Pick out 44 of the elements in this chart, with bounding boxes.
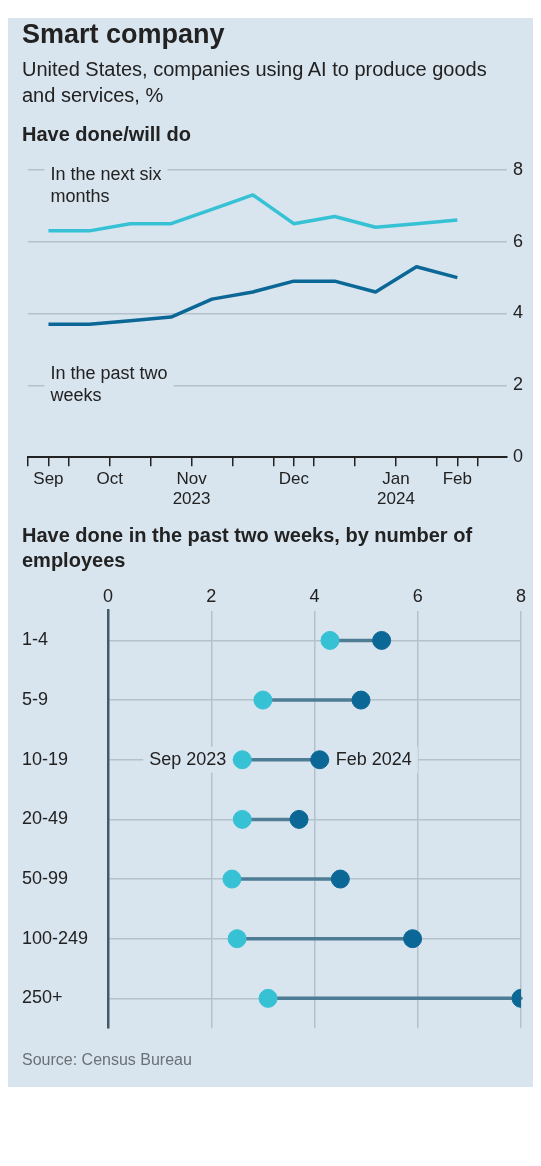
y-tick-label: 5-9 [22,688,49,709]
point [289,809,309,829]
point [351,690,371,710]
source-note: Source: Census Bureau [22,1050,193,1069]
point [232,749,252,769]
chart-title: Have done in the past two weeks, by number of employees [22,522,474,573]
y-tick-label: 250+ [22,987,63,1008]
point [330,869,350,889]
y-tick-label: 6 [512,230,523,251]
point [222,869,242,889]
text: In the past two weeks [49,363,168,405]
y-tick-label: 2 [512,374,523,395]
text: United States, companies using AI to produce goods and services, % [22,56,488,108]
point [320,630,340,650]
point [253,690,273,710]
x-tick-label: Dec [278,468,310,488]
x-tick-label: 2 [206,585,217,606]
text: Smart company [22,18,226,51]
y-tick-label: 0 [512,445,523,466]
point [258,988,278,1008]
series-label: Sep 2023 [149,748,227,769]
y-tick-label: 100-249 [22,927,89,948]
x-tick-label: Nov 2023 [172,468,211,509]
x-tick-label: Jan 2024 [377,468,415,509]
x-tick-label: Oct [96,468,124,488]
chart-title: Have done/will do [22,121,192,147]
y-tick-label: 1-4 [22,629,49,650]
point [227,928,247,948]
x-tick-label: Sep [33,468,64,488]
x-tick-label: 4 [309,585,320,606]
y-tick-label: 50-99 [22,867,69,888]
series-label: Feb 2024 [335,748,412,769]
y-tick-label: 4 [512,302,523,323]
y-tick-label: 8 [512,158,523,179]
y-tick-label: 20-49 [22,808,69,829]
point [372,630,392,650]
point [310,749,330,769]
point [232,809,252,829]
x-tick-label: Feb [442,468,472,488]
point [403,928,423,948]
series-label: In the next six months [50,163,162,206]
y-tick-label: 10-19 [22,748,69,769]
x-tick-label: 6 [412,585,423,606]
x-tick-label: 0 [103,585,114,606]
